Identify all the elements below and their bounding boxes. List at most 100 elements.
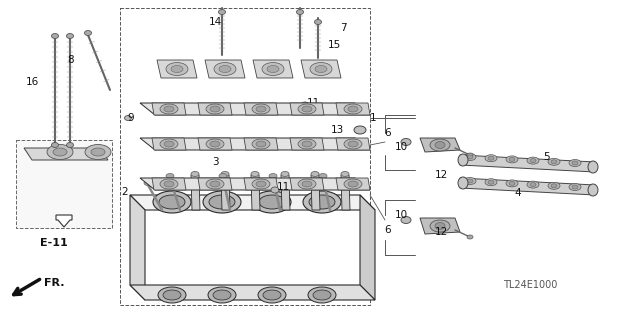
Text: 10: 10 bbox=[395, 210, 408, 220]
Ellipse shape bbox=[256, 106, 266, 112]
Text: 8: 8 bbox=[67, 55, 74, 65]
Ellipse shape bbox=[263, 290, 281, 300]
Ellipse shape bbox=[219, 65, 231, 72]
Ellipse shape bbox=[430, 139, 450, 151]
Polygon shape bbox=[244, 103, 278, 115]
Ellipse shape bbox=[256, 181, 266, 187]
Text: E-11: E-11 bbox=[40, 238, 68, 248]
Ellipse shape bbox=[551, 184, 557, 188]
Ellipse shape bbox=[252, 104, 270, 114]
Ellipse shape bbox=[308, 287, 336, 303]
Ellipse shape bbox=[488, 180, 494, 184]
Ellipse shape bbox=[125, 115, 131, 121]
Ellipse shape bbox=[166, 174, 174, 179]
Ellipse shape bbox=[298, 104, 316, 114]
Polygon shape bbox=[130, 285, 375, 300]
Ellipse shape bbox=[53, 148, 67, 156]
Polygon shape bbox=[221, 175, 230, 210]
Polygon shape bbox=[301, 60, 341, 78]
Ellipse shape bbox=[251, 172, 259, 176]
Ellipse shape bbox=[298, 179, 316, 189]
Polygon shape bbox=[311, 175, 320, 210]
Polygon shape bbox=[336, 103, 370, 115]
Text: 10: 10 bbox=[395, 142, 408, 152]
Ellipse shape bbox=[163, 290, 181, 300]
Ellipse shape bbox=[588, 161, 598, 173]
Polygon shape bbox=[290, 178, 324, 190]
Ellipse shape bbox=[160, 179, 178, 189]
Ellipse shape bbox=[435, 222, 445, 229]
Text: 7: 7 bbox=[340, 23, 347, 33]
Text: 11: 11 bbox=[277, 182, 291, 192]
Text: 1: 1 bbox=[370, 113, 376, 123]
Polygon shape bbox=[152, 103, 186, 115]
Ellipse shape bbox=[344, 139, 362, 149]
Ellipse shape bbox=[302, 181, 312, 187]
Ellipse shape bbox=[506, 180, 518, 187]
Ellipse shape bbox=[344, 104, 362, 114]
Polygon shape bbox=[130, 195, 145, 300]
Polygon shape bbox=[420, 138, 460, 152]
Ellipse shape bbox=[548, 158, 560, 165]
Text: 2: 2 bbox=[121, 187, 127, 197]
Ellipse shape bbox=[51, 143, 58, 147]
Ellipse shape bbox=[572, 161, 578, 165]
Polygon shape bbox=[140, 103, 370, 115]
Ellipse shape bbox=[210, 106, 220, 112]
Ellipse shape bbox=[401, 217, 411, 224]
Ellipse shape bbox=[527, 181, 539, 188]
Polygon shape bbox=[460, 155, 595, 172]
Polygon shape bbox=[152, 138, 186, 150]
Ellipse shape bbox=[467, 153, 473, 157]
Text: 15: 15 bbox=[328, 40, 341, 50]
Ellipse shape bbox=[530, 182, 536, 187]
Ellipse shape bbox=[262, 63, 284, 76]
Ellipse shape bbox=[281, 172, 289, 176]
Text: FR.: FR. bbox=[44, 278, 65, 288]
Ellipse shape bbox=[209, 195, 235, 209]
Text: 14: 14 bbox=[209, 17, 222, 27]
Text: 4: 4 bbox=[514, 188, 520, 198]
Ellipse shape bbox=[252, 179, 270, 189]
Ellipse shape bbox=[210, 141, 220, 147]
Ellipse shape bbox=[221, 172, 229, 176]
Ellipse shape bbox=[258, 287, 286, 303]
Bar bbox=[16, 140, 112, 228]
Ellipse shape bbox=[253, 191, 291, 213]
Polygon shape bbox=[198, 103, 232, 115]
Ellipse shape bbox=[206, 179, 224, 189]
Ellipse shape bbox=[458, 154, 468, 166]
Ellipse shape bbox=[159, 195, 185, 209]
Ellipse shape bbox=[303, 191, 341, 213]
Text: TL24E1000: TL24E1000 bbox=[503, 280, 557, 290]
Polygon shape bbox=[251, 175, 260, 210]
Ellipse shape bbox=[219, 174, 227, 179]
Ellipse shape bbox=[509, 182, 515, 185]
Ellipse shape bbox=[569, 160, 581, 167]
Ellipse shape bbox=[259, 195, 285, 209]
Ellipse shape bbox=[153, 191, 191, 213]
Ellipse shape bbox=[509, 157, 515, 161]
Polygon shape bbox=[191, 175, 200, 210]
Ellipse shape bbox=[164, 106, 174, 112]
Ellipse shape bbox=[271, 187, 279, 193]
Ellipse shape bbox=[506, 156, 518, 163]
Ellipse shape bbox=[203, 191, 241, 213]
Ellipse shape bbox=[341, 172, 349, 176]
Text: 11: 11 bbox=[307, 98, 320, 108]
Ellipse shape bbox=[67, 143, 74, 147]
Polygon shape bbox=[24, 148, 108, 160]
Polygon shape bbox=[198, 138, 232, 150]
Ellipse shape bbox=[467, 155, 473, 159]
Ellipse shape bbox=[84, 31, 92, 35]
Polygon shape bbox=[253, 60, 293, 78]
Ellipse shape bbox=[315, 65, 327, 72]
Ellipse shape bbox=[401, 138, 411, 145]
Ellipse shape bbox=[485, 155, 497, 162]
Polygon shape bbox=[140, 138, 370, 150]
Ellipse shape bbox=[319, 174, 327, 179]
Ellipse shape bbox=[296, 10, 303, 14]
Ellipse shape bbox=[467, 179, 473, 183]
Polygon shape bbox=[290, 103, 324, 115]
Ellipse shape bbox=[47, 145, 73, 160]
